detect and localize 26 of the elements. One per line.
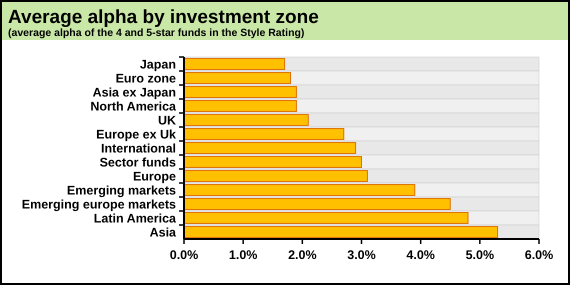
y-tick-label: International	[100, 141, 176, 156]
x-tick-label: 4.0%	[406, 248, 435, 262]
y-tick-label: North America	[90, 99, 178, 114]
y-tick-label: Asia ex Japan	[92, 85, 176, 100]
y-tick-label: Sector funds	[100, 155, 176, 170]
x-tick-label: 6.0%	[524, 248, 554, 262]
x-tick-label: 5.0%	[466, 248, 494, 262]
y-tick-label: UK	[158, 113, 176, 128]
bar	[184, 72, 291, 84]
chart-title: Average alpha by investment zone	[8, 7, 319, 28]
bar	[184, 58, 286, 70]
y-tick-label: Europe ex Uk	[96, 127, 176, 142]
y-tick-label: Europe	[132, 169, 176, 184]
x-tick-label: 1.0%	[228, 248, 258, 262]
x-tick-label: 3.0%	[347, 248, 376, 262]
y-tick-label: Emerging europe markets	[22, 197, 176, 212]
bar	[184, 86, 297, 98]
y-tick-label: Latin America	[94, 211, 178, 226]
y-tick-label: Emerging markets	[66, 183, 176, 198]
x-tick-label: 2.0%	[288, 248, 317, 262]
chart-subtitle: (average alpha of the 4 and 5-star funds in the Style Rating)	[8, 27, 304, 39]
y-tick-label: Japan	[140, 57, 176, 72]
y-tick-label: Asia	[150, 225, 178, 240]
x-tick-label: 0.0%	[170, 248, 198, 262]
y-tick-label: Euro zone	[116, 71, 176, 86]
bar	[184, 100, 297, 112]
